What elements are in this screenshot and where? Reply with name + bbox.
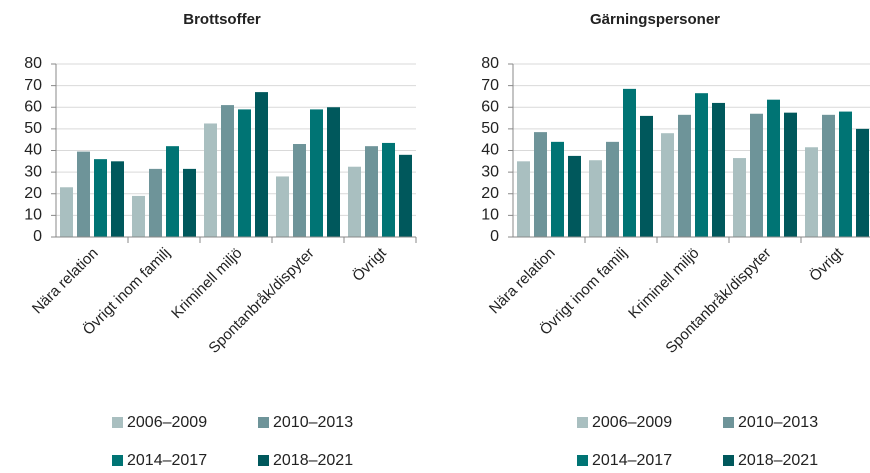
bar	[733, 158, 746, 237]
bar	[695, 93, 708, 237]
legend-label: 2006–2009	[592, 414, 672, 431]
bar	[149, 168, 162, 237]
bar	[111, 161, 124, 237]
y-tick-label: 20	[481, 185, 499, 202]
bar	[293, 144, 306, 237]
bar	[551, 141, 564, 237]
bar	[255, 92, 268, 237]
bar	[204, 123, 217, 237]
bar	[784, 112, 797, 237]
legend-label: 2014–2017	[127, 452, 207, 468]
bar	[856, 128, 869, 237]
legend-swatch	[258, 455, 269, 466]
bar	[310, 109, 323, 237]
bar	[132, 195, 145, 237]
bar	[327, 107, 340, 237]
legend-label: 2018–2021	[738, 452, 818, 468]
y-tick-label: 50	[481, 120, 499, 137]
bar	[568, 155, 581, 237]
bar	[623, 88, 636, 238]
bar	[365, 146, 378, 237]
bar	[839, 111, 852, 237]
bar	[678, 114, 691, 237]
legend-label: 2010–2013	[738, 414, 818, 431]
x-tick-label: Övrigt	[349, 243, 391, 285]
bar	[183, 168, 196, 237]
bar	[606, 141, 619, 237]
y-tick-label: 80	[481, 55, 499, 72]
legend-swatch	[723, 455, 734, 466]
legend-swatch	[723, 417, 734, 428]
legend-label: 2018–2021	[273, 452, 353, 468]
bar	[805, 147, 818, 237]
bar	[822, 114, 835, 237]
legend-swatch	[577, 417, 588, 428]
legend-swatch	[258, 417, 269, 428]
bar	[712, 102, 725, 237]
y-tick-label: 80	[24, 55, 42, 72]
y-tick-label: 60	[24, 98, 42, 115]
bar	[399, 154, 412, 237]
bar	[238, 109, 251, 237]
y-tick-label: 0	[490, 228, 499, 245]
bar	[382, 142, 395, 237]
bar	[77, 151, 90, 237]
bar	[221, 105, 234, 238]
bar	[348, 166, 361, 237]
legend-label: 2006–2009	[127, 414, 207, 431]
bar	[60, 187, 73, 237]
bar	[640, 115, 653, 237]
y-tick-label: 70	[481, 77, 499, 94]
y-tick-label: 10	[481, 207, 499, 224]
y-tick-label: 30	[481, 163, 499, 180]
y-tick-label: 0	[33, 228, 42, 245]
bar	[767, 99, 780, 238]
y-tick-label: 60	[481, 98, 499, 115]
y-tick-label: 70	[24, 77, 42, 94]
y-tick-label: 40	[24, 142, 42, 159]
chart-title: Gärningspersoner	[590, 11, 720, 28]
bar	[534, 132, 547, 237]
x-tick-label: Övrigt	[806, 243, 848, 285]
x-tick-label: Nära relation	[486, 245, 559, 318]
bar	[94, 159, 107, 237]
y-tick-label: 30	[24, 163, 42, 180]
y-tick-label: 50	[24, 120, 42, 137]
legend-swatch	[112, 455, 123, 466]
y-tick-label: 10	[24, 207, 42, 224]
x-tick-label: Kriminell miljö	[168, 245, 245, 322]
legend-swatch	[577, 455, 588, 466]
legend-swatch	[112, 417, 123, 428]
legend-label: 2010–2013	[273, 414, 353, 431]
legend-label: 2014–2017	[592, 452, 672, 468]
y-tick-label: 20	[24, 185, 42, 202]
chart-title: Brottsoffer	[183, 11, 261, 28]
y-tick-label: 40	[481, 142, 499, 159]
bar	[166, 146, 179, 237]
bar	[589, 160, 602, 237]
bar	[276, 176, 289, 237]
x-tick-label: Kriminell miljö	[625, 245, 702, 322]
bar	[517, 161, 530, 237]
x-tick-label: Nära relation	[29, 245, 102, 318]
bar	[661, 133, 674, 237]
bar	[750, 113, 763, 237]
